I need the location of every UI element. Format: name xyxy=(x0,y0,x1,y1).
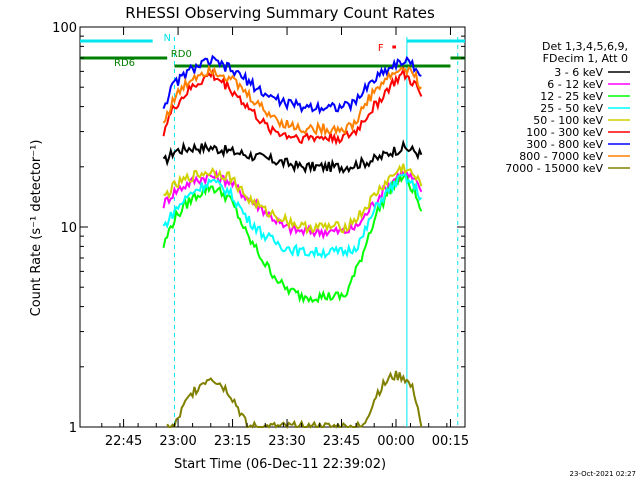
legend-label: 100 - 300 keV xyxy=(526,126,603,139)
x-tick-label: 23:30 xyxy=(268,434,305,449)
series-line xyxy=(163,163,423,235)
legend-label: 12 - 25 keV xyxy=(540,90,603,103)
series-line xyxy=(162,139,423,175)
series-line xyxy=(162,54,422,115)
legend-label: 3 - 6 keV xyxy=(554,66,603,79)
series-line xyxy=(166,370,423,429)
flag-label: F xyxy=(378,43,384,54)
legend-label: 7000 - 15000 keV xyxy=(505,162,603,175)
x-tick-label: 22:45 xyxy=(105,434,142,449)
legend-header: FDecim 1, Att 0 xyxy=(543,52,628,65)
chart-title: RHESSI Observing Summary Count Rates xyxy=(125,4,435,22)
y-tick-label: 100 xyxy=(52,21,77,36)
flag-label: RD0 xyxy=(171,49,192,60)
legend-label: 50 - 100 keV xyxy=(533,114,603,127)
legend-header: Det 1,3,4,5,6,9, xyxy=(542,40,628,53)
legend-label: 800 - 7000 keV xyxy=(519,150,603,163)
x-tick-label: 23:45 xyxy=(323,434,360,449)
flag-label: N xyxy=(164,33,171,44)
y-tick-label: 10 xyxy=(60,221,77,236)
x-tick-label: 23:00 xyxy=(159,434,196,449)
series-layer xyxy=(162,54,423,429)
y-axis-label: Count Rate (s⁻¹ detector⁻¹) xyxy=(29,140,44,317)
series-line xyxy=(162,65,423,146)
series-line xyxy=(162,64,423,137)
series-line xyxy=(162,170,423,260)
x-tick-label: 00:00 xyxy=(377,434,414,449)
legend: Det 1,3,4,5,6,9,FDecim 1, Att 03 - 6 keV… xyxy=(505,40,630,175)
series-line xyxy=(162,167,423,240)
timestamp: 23-Oct-2021 02:27 xyxy=(570,470,636,478)
flag-label: RD6 xyxy=(114,58,135,69)
axes: 1 10 100 22:45 23:00 23:15 23:30 23:45 00:00 00:1… xyxy=(52,21,469,449)
legend-label: 300 - 800 keV xyxy=(526,138,603,151)
legend-label: 6 - 12 keV xyxy=(547,78,603,91)
x-tick-label: 00:15 xyxy=(432,434,469,449)
legend-label: 25 - 50 keV xyxy=(540,102,603,115)
x-axis-label: Start Time (06-Dec-11 22:39:02) xyxy=(174,457,386,472)
y-tick-label: 1 xyxy=(69,421,77,436)
x-tick-label: 23:15 xyxy=(214,434,251,449)
